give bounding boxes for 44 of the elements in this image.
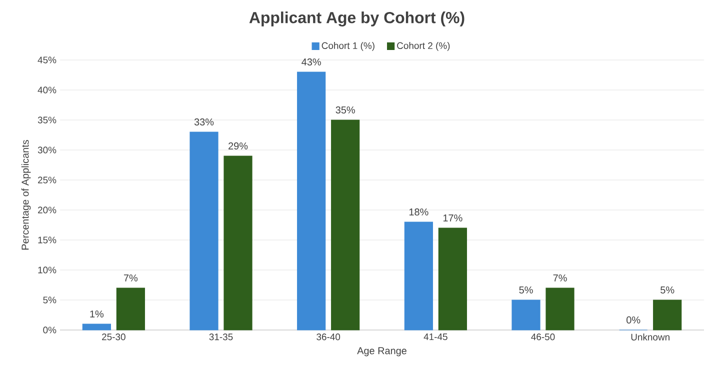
y-tick-label: 15% — [38, 236, 56, 244]
bar — [224, 156, 252, 330]
data-label: 0% — [626, 316, 640, 324]
bar — [438, 228, 467, 330]
y-tick-label: 35% — [38, 116, 56, 124]
y-axis-title: Percentage of Applicants — [21, 140, 31, 250]
data-label: 5% — [660, 286, 674, 294]
data-label: 18% — [409, 208, 428, 216]
chart-title: Applicant Age by Cohort (%) — [249, 12, 464, 26]
bar — [512, 300, 540, 330]
y-tick-label: 25% — [38, 176, 56, 184]
y-tick-label: 45% — [38, 56, 56, 64]
data-label: 29% — [228, 142, 248, 150]
y-tick-label: 30% — [38, 146, 56, 154]
x-tick-label: 31-35 — [209, 334, 233, 340]
data-label: 7% — [124, 274, 138, 282]
data-label: 7% — [553, 274, 567, 282]
data-label: 17% — [443, 214, 462, 222]
data-label: 33% — [194, 118, 214, 126]
legend-label: Cohort 2 (%) — [397, 42, 450, 51]
bar — [404, 222, 433, 330]
legend-label: Cohort 1 (%) — [322, 42, 374, 51]
bar — [297, 72, 326, 330]
x-axis-title: Age Range — [357, 347, 406, 356]
x-tick-label: 41-45 — [424, 334, 448, 340]
x-tick-label: 46-50 — [531, 334, 555, 340]
bar — [653, 300, 682, 330]
y-tick-label: 10% — [38, 266, 56, 274]
y-tick-label: 5% — [43, 296, 56, 304]
bar — [190, 132, 218, 330]
bar — [546, 288, 574, 330]
bar — [331, 120, 360, 330]
x-tick-label: 36-40 — [316, 334, 340, 340]
y-tick-label: 0% — [43, 326, 56, 334]
data-label: 5% — [519, 286, 533, 294]
y-tick-label: 20% — [38, 206, 56, 214]
data-label: 1% — [90, 310, 104, 318]
bar — [116, 288, 145, 330]
bar — [82, 324, 111, 330]
data-label: 35% — [336, 106, 355, 114]
y-tick-label: 40% — [38, 86, 56, 94]
x-tick-label: Unknown — [631, 334, 670, 340]
data-label: 43% — [302, 58, 321, 66]
x-tick-label: 25-30 — [102, 334, 126, 340]
